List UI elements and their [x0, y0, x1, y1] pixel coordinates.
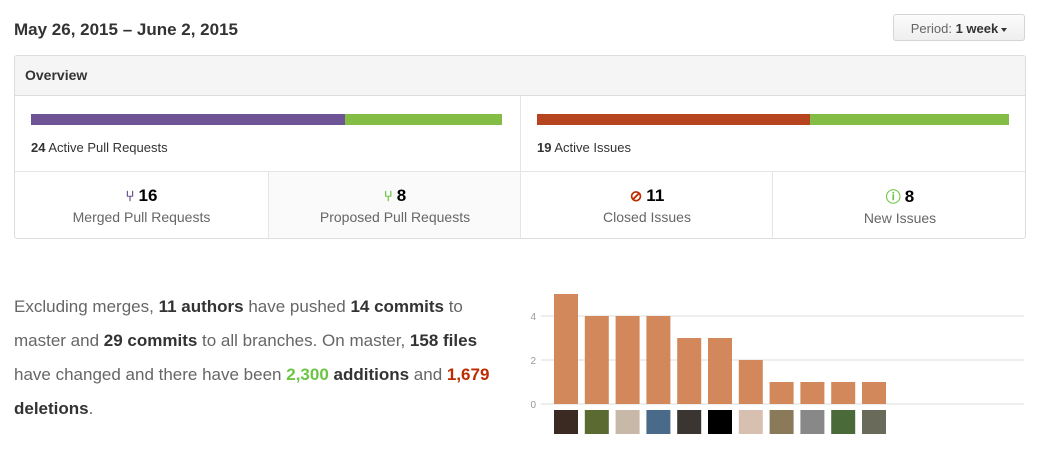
files-changed: 158 files [409, 331, 478, 350]
issues-label: Active Issues [554, 140, 631, 155]
issue-closed-icon: ⊘ [629, 188, 643, 205]
deletions-count: 1,679 [446, 365, 490, 384]
bar[interactable] [677, 338, 702, 404]
active-pull-requests[interactable]: 24 Active Pull Requests [15, 96, 520, 172]
stat-label: Proposed Pull Requests [319, 209, 471, 225]
stat-value: 8 [904, 187, 915, 206]
pr-label: Active Pull Requests [48, 140, 168, 155]
git-merge-icon: ⑂ [125, 188, 135, 205]
bar[interactable] [738, 360, 763, 404]
date-range: May 26, 2015 – June 2, 2015 [14, 20, 238, 39]
overview-panel: Overview 24 Active Pull Requests 19 Acti… [14, 55, 1026, 239]
bar[interactable] [831, 382, 856, 404]
bar[interactable] [646, 316, 671, 404]
open-segment [345, 114, 502, 125]
y-tick-label: 0 [530, 400, 536, 411]
author-avatar[interactable] [738, 410, 763, 434]
issue-opened-icon: ⓘ [885, 189, 901, 206]
stat-value: 16 [138, 186, 158, 205]
commits-by-author-chart: 0 2 4 [530, 294, 1024, 434]
author-avatar[interactable] [554, 410, 578, 434]
authors-count: 11 authors [158, 297, 244, 316]
stat-label: Closed Issues [603, 209, 691, 225]
author-avatar[interactable] [615, 410, 640, 434]
bar[interactable] [862, 382, 886, 404]
author-avatar[interactable] [584, 410, 609, 434]
additions-count: 2,300 [286, 365, 329, 384]
stat-label: Merged Pull Requests [72, 209, 211, 225]
all-commits: 29 commits [103, 331, 198, 350]
merged-segment [31, 114, 346, 125]
author-avatar[interactable] [831, 410, 856, 434]
master-commits: 14 commits [350, 297, 444, 316]
issues-bar [537, 114, 1009, 125]
author-avatar[interactable] [862, 410, 886, 434]
pr-count: 24 [31, 140, 46, 155]
bar[interactable] [584, 316, 609, 404]
y-tick-label: 2 [530, 356, 536, 367]
stat-label: New Issues [863, 210, 937, 226]
stat-new-issues[interactable]: ⓘ 8 New Issues [772, 172, 1025, 238]
issues-count: 19 [537, 140, 552, 155]
bar[interactable] [554, 294, 578, 404]
bar[interactable] [800, 382, 825, 404]
period-dropdown[interactable]: Period: 1 week [893, 14, 1025, 41]
commit-summary: Excluding merges, 11 authors have pushed… [14, 297, 490, 418]
bar[interactable] [708, 338, 732, 404]
open-segment [810, 114, 1009, 125]
author-avatar[interactable] [708, 410, 732, 434]
bar[interactable] [769, 382, 794, 404]
stat-value: 11 [646, 186, 665, 205]
closed-segment [537, 114, 811, 125]
stat-merged-prs[interactable]: ⑂ 16 Merged Pull Requests [15, 172, 268, 238]
author-avatar[interactable] [646, 410, 671, 434]
stat-proposed-prs[interactable]: ⑂ 8 Proposed Pull Requests [268, 172, 521, 238]
active-issues[interactable]: 19 Active Issues [520, 96, 1025, 172]
author-avatar[interactable] [800, 410, 825, 434]
stat-closed-issues[interactable]: ⊘ 11 Closed Issues [520, 172, 773, 238]
y-tick-label: 4 [530, 312, 536, 323]
caret-down-icon [1001, 27, 1008, 32]
bar[interactable] [615, 316, 640, 404]
stat-value: 8 [396, 186, 407, 205]
author-avatar[interactable] [769, 410, 794, 434]
author-avatar[interactable] [677, 410, 702, 434]
git-pull-request-icon: ⑂ [383, 188, 393, 205]
overview-title: Overview [15, 56, 1025, 96]
pull-requests-bar [31, 114, 502, 125]
